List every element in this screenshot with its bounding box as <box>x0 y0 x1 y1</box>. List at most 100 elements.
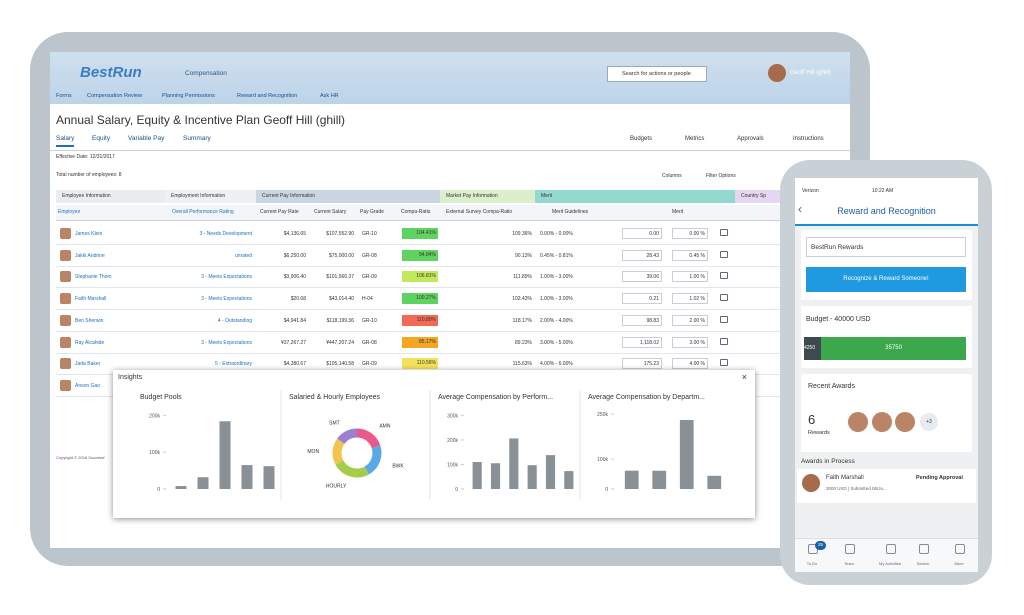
header-band <box>50 52 850 104</box>
tab-label[interactable]: My Activities <box>878 561 901 566</box>
cell: unrated <box>235 252 252 259</box>
cell: 1.00% - 3.00% <box>540 274 573 281</box>
comment-icon[interactable] <box>720 272 728 280</box>
search-box[interactable]: Search for actions or people <box>607 66 707 82</box>
more-avatars[interactable]: +3 <box>920 413 938 431</box>
action[interactable]: Budgets <box>630 136 653 142</box>
cell: 90.13% <box>515 252 532 259</box>
tab[interactable]: Salary <box>56 135 75 147</box>
budget-label: Budget - 40000 USD <box>806 316 871 323</box>
action[interactable]: Approvals <box>737 136 764 142</box>
avatar <box>60 379 71 391</box>
employee-name[interactable]: Jada Baker <box>75 361 101 368</box>
tab-icon[interactable] <box>955 544 965 554</box>
chart-title: Salaried & Hourly Employees <box>289 394 381 401</box>
employee-name[interactable]: Faith Marshall <box>75 296 107 303</box>
cell: 98.83 <box>622 314 662 326</box>
bar <box>263 466 275 489</box>
tab-icon[interactable] <box>886 544 896 554</box>
tab[interactable]: Equity <box>92 135 111 142</box>
cell: 109.36% <box>512 231 532 237</box>
award-status: Pending Approval <box>916 475 963 481</box>
cell: 104.41% <box>402 228 438 239</box>
cell: 1,118.02 <box>622 336 662 348</box>
back-button[interactable]: ‹ <box>798 202 802 216</box>
comment-icon[interactable] <box>720 229 728 236</box>
y-tick-label: 250k <box>597 412 608 418</box>
insights-panel: Insights × Budget Pools 0 100k 200k Salaried &… <box>113 370 755 518</box>
group-header: Current Pay Information <box>256 190 440 203</box>
award-detail: 3000 USD | Submitted 06/Ju... <box>826 486 887 491</box>
bar <box>624 470 639 489</box>
nav-link[interactable]: Planning Permissions <box>162 93 215 99</box>
cell: 5 - Extraordinary <box>215 361 252 368</box>
module-menu[interactable]: Compensation <box>185 70 227 77</box>
cell: $3,906.40 <box>283 274 306 281</box>
cell: 3 - Meets Expectations <box>201 296 252 303</box>
tool[interactable]: Filter Options <box>706 173 736 179</box>
action[interactable]: Metrics <box>685 136 705 142</box>
cell: 106.81% <box>402 271 438 283</box>
phone-title: Reward and Recognition <box>837 206 936 216</box>
cell: GR-08 <box>362 339 377 346</box>
cell: 1.00 % <box>672 271 708 283</box>
award-name[interactable]: Faith Marshall <box>826 475 864 481</box>
donut-label: AMN <box>379 423 391 429</box>
avatar <box>60 293 71 305</box>
chart-title: Budget Pools <box>140 394 182 401</box>
currency-box <box>616 228 624 239</box>
total: Total number of employees: 8 <box>56 172 122 178</box>
dropdown[interactable]: BestRun Rewards <box>806 237 966 257</box>
tab[interactable]: Summary <box>183 135 211 142</box>
status-bar <box>795 178 978 226</box>
bar <box>679 420 694 489</box>
employee-name[interactable]: James Klein <box>75 231 103 237</box>
comment-icon[interactable] <box>720 294 728 302</box>
cell: 3 - Needs Development <box>199 231 252 237</box>
budget-used: 4250 <box>804 337 822 360</box>
donut-label: HOURLY <box>326 484 347 490</box>
cell: $118,199.36 <box>326 317 354 324</box>
donut-segment <box>335 460 369 478</box>
chart-title: Average Compensation by Perform... <box>438 394 553 401</box>
tab[interactable]: Variable Pay <box>128 135 165 142</box>
tab-icon[interactable] <box>845 544 855 554</box>
tab-icon[interactable] <box>919 544 929 554</box>
user-name[interactable]: Geoff Hill (ghill) <box>790 70 831 76</box>
comment-icon[interactable] <box>720 359 728 367</box>
cell: 115.63% <box>512 361 532 368</box>
close-button[interactable]: × <box>741 372 747 382</box>
column-header: Overall Performance Rating <box>172 209 234 215</box>
employee-name[interactable]: Anson Gao <box>75 382 101 389</box>
tab-label[interactable]: Team <box>844 561 854 566</box>
nav-link[interactable]: Forms <box>56 93 72 99</box>
recognize-button[interactable]: Recognize & Reward Someone! <box>806 267 966 292</box>
cell: GR-09 <box>362 274 377 281</box>
cell: 110.80% <box>402 314 438 326</box>
tab-label[interactable]: To Do <box>806 561 818 566</box>
bar <box>490 463 501 489</box>
comment-icon[interactable] <box>720 337 728 345</box>
tab-label[interactable]: Search <box>916 561 930 566</box>
comment-icon[interactable] <box>720 315 728 323</box>
tab-label[interactable]: More <box>954 561 964 566</box>
employee-name[interactable]: Jakki Andrine <box>75 252 105 259</box>
employee-name[interactable]: Stephanie Thom <box>75 274 112 281</box>
employee-name[interactable]: Ray Alcahide <box>75 339 105 346</box>
chart-title: Average Compensation by Departm... <box>588 394 705 401</box>
donut-label: MON <box>307 449 319 455</box>
nav-link[interactable]: Reward and Recognition <box>237 93 298 99</box>
tool[interactable]: Columns <box>662 173 682 179</box>
y-tick-label: 100k <box>149 450 160 456</box>
cell: 4.00 % <box>672 358 708 370</box>
recent-title: Recent Awards <box>808 383 855 390</box>
currency-box <box>616 358 624 369</box>
action[interactable]: Instructions <box>793 136 824 142</box>
cell: 94.84% <box>402 249 438 261</box>
nav-link[interactable]: Compensation Review <box>87 93 143 99</box>
nav-link[interactable]: Ask HR <box>320 93 339 99</box>
employee-name[interactable]: Ben Sherwin <box>75 317 104 324</box>
bar <box>545 455 556 489</box>
comment-icon[interactable] <box>720 250 728 258</box>
